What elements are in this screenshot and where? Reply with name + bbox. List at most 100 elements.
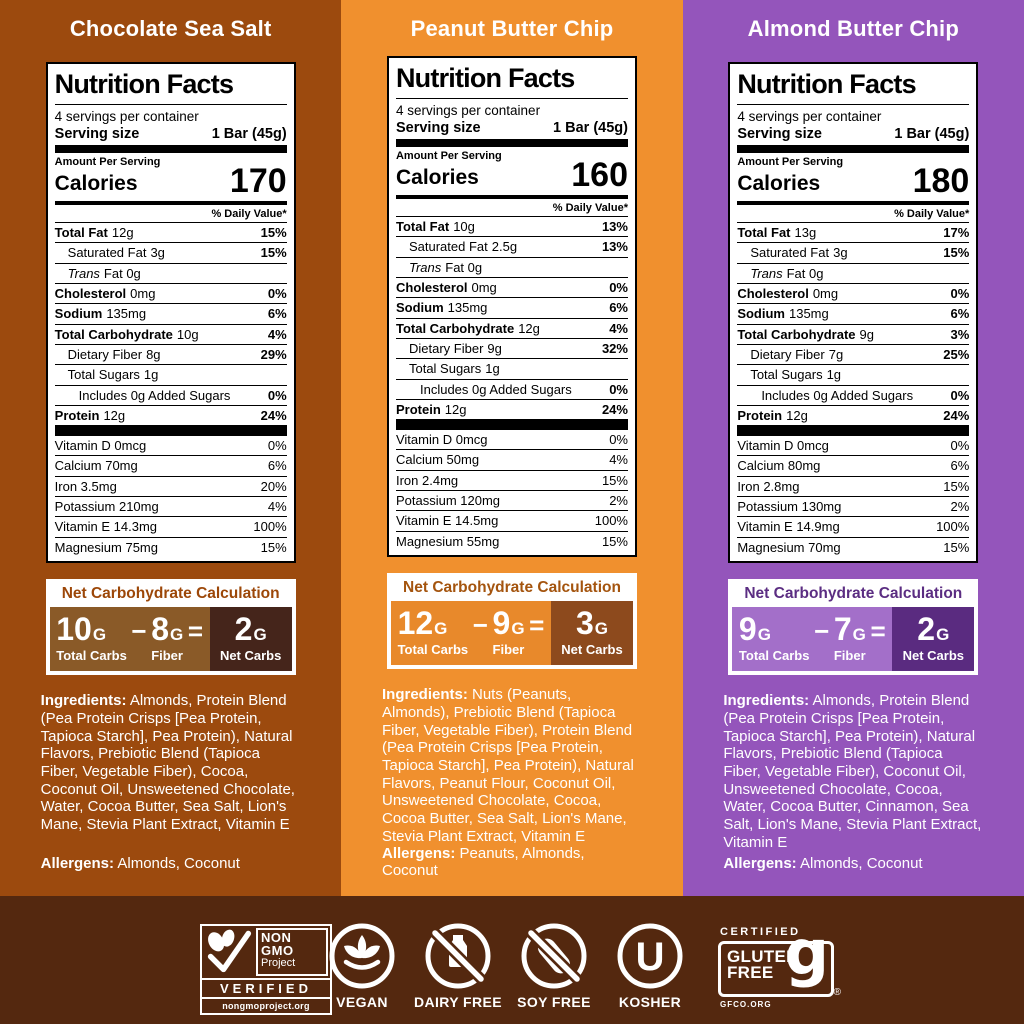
nutrient-row: Saturated Fat 2.5g 13% — [395, 236, 628, 256]
calories-row: Calories 180 — [737, 162, 970, 200]
vitamin-name: Potassium 210mg — [54, 499, 159, 515]
nutrient-daily-value: 29% — [260, 346, 287, 362]
vitamin-row: Potassium 120mg 2% — [395, 490, 628, 510]
vitamin-name: Vitamin E 14.5mg — [395, 513, 499, 529]
nutrient-row: Total Sugars 1g — [737, 364, 970, 384]
nutrient-name: Trans — [750, 265, 783, 281]
calories-value: 180 — [912, 162, 970, 200]
net-carbs-value: 2 — [234, 611, 253, 648]
nutrient-daily-value: 15% — [260, 224, 287, 240]
nutrient-name: Total Fat — [54, 224, 108, 240]
serving-size-row: Serving size 1 Bar (45g) — [396, 119, 628, 139]
nutrient-daily-value: 13% — [601, 239, 628, 255]
nutrient-row: Total Carbohydrate 12g 4% — [395, 317, 628, 338]
nutrient-name: Total Carbohydrate — [54, 326, 173, 342]
vitamin-name: Vitamin E 14.9mg — [737, 519, 840, 535]
vitamin-row: Magnesium 55mg 15% — [395, 530, 628, 551]
nutrient-name: Sodium — [395, 300, 444, 316]
nutrient-name: Total Fat — [395, 218, 450, 234]
nutrient-row: Protein 12g 24% — [395, 398, 628, 419]
vitamin-daily-value: 6% — [267, 458, 287, 474]
flavor-panel: Peanut Butter Chip Nutrition Facts 4 ser… — [341, 0, 683, 896]
net-carb-module: Net Carbohydrate Calculation 10 G Total C… — [45, 579, 296, 676]
nutrient-daily-value: 17% — [943, 224, 970, 240]
flavor-panel: Chocolate Sea Salt Nutrition Facts 4 ser… — [0, 0, 342, 896]
nutrient-name: Dietary Fiber — [67, 346, 143, 362]
nutrient-name: Trans — [408, 259, 442, 275]
nutrient-name: Saturated Fat — [408, 239, 488, 255]
nutrient-amount: 7g — [828, 346, 844, 362]
serving-size-row: Serving size 1 Bar (45g) — [737, 125, 969, 145]
nutrient-daily-value: 25% — [943, 346, 970, 362]
daily-value-header: % Daily Value* — [552, 201, 628, 214]
nutrient-amount: 135mg — [788, 306, 829, 322]
nutrient-name: Cholesterol — [737, 285, 809, 301]
vitamin-daily-value: 6% — [950, 458, 970, 474]
nutrient-name: Total Sugars — [750, 367, 823, 383]
vitamin-row: Iron 2.4mg 15% — [395, 469, 628, 490]
total-carbs-label: Total Carbs — [56, 648, 127, 664]
calories-row: Calories 160 — [396, 156, 628, 194]
nutrient-name: Saturated Fat — [750, 245, 830, 261]
nutrient-row: Trans Fat 0g — [737, 262, 970, 283]
vitamin-rows: Vitamin D 0mcg 0% Calcium 70mg 6% Iron 3… — [54, 435, 287, 557]
servings-per-container: 4 servings per container — [395, 103, 541, 118]
nutrient-amount: Fat 0g — [786, 265, 824, 281]
servings-per-container: 4 servings per container — [54, 109, 199, 124]
flavor-title: Peanut Butter Chip — [410, 16, 614, 41]
vitamin-row: Vitamin E 14.5mg 100% — [395, 510, 628, 530]
no-soy-pod-icon — [521, 923, 587, 989]
verified-label: VERIFIED — [202, 978, 330, 997]
vitamin-row: Iron 3.5mg 20% — [54, 475, 287, 496]
nutrient-amount: 1g — [826, 367, 842, 383]
vitamin-daily-value: 15% — [943, 539, 970, 555]
divider-thick — [737, 145, 970, 153]
nutrient-row: Total Carbohydrate 9g 3% — [737, 323, 970, 344]
nutrient-daily-value: 4% — [267, 326, 287, 342]
divider-thick — [395, 419, 628, 430]
butterfly-checkmark-icon — [207, 929, 252, 973]
vitamin-daily-value: 15% — [601, 472, 628, 488]
divider-thick — [395, 139, 628, 147]
kosher-u-icon: U — [617, 923, 683, 989]
certifications-bar: NON GMO Project VERIFIED nongmoproject.o… — [0, 896, 1024, 1024]
nutrient-daily-value: 0% — [609, 279, 628, 295]
minus-sign: − — [814, 616, 830, 647]
nutrition-facts-card: Nutrition Facts 4 servings per container… — [45, 62, 296, 564]
net-carb-header: Net Carbohydrate Calculation — [744, 585, 963, 603]
vitamin-name: Iron 3.5mg — [54, 478, 117, 494]
vitamin-daily-value: 2% — [950, 499, 970, 515]
nutrient-daily-value: 6% — [267, 306, 287, 322]
nutrient-amount: 12g — [111, 224, 134, 240]
nutrient-daily-value: 13% — [601, 218, 628, 234]
nutrient-rows: Total Fat 10g 13% Saturated Fat 2.5g 13% T… — [395, 215, 628, 419]
nutrient-amount: 3g — [833, 245, 848, 261]
divider-thick — [54, 145, 287, 153]
serving-size-label: Serving size — [737, 126, 822, 142]
vitamin-rows: Vitamin D 0mcg 0% Calcium 80mg 6% Iron 2… — [737, 435, 970, 557]
vitamin-daily-value: 0% — [267, 438, 287, 454]
vitamin-row: Vitamin D 0mcg 0% — [737, 435, 970, 455]
nutrient-amount: 1g — [485, 361, 500, 377]
non-gmo-wordmark: NON GMO Project — [256, 928, 328, 976]
vitamin-daily-value: 0% — [609, 432, 628, 448]
vitamin-row: Calcium 80mg 6% — [737, 455, 970, 475]
registered-mark: ® — [833, 987, 841, 998]
calories-value: 160 — [571, 156, 628, 194]
nutrient-amount: 135mg — [447, 300, 488, 316]
calories-label: Calories — [737, 171, 821, 195]
nutrient-amount: 9g — [487, 340, 502, 356]
fiber-value: 8 — [151, 611, 169, 648]
net-carbs-label: Net Carbs — [902, 648, 965, 664]
vitamin-row: Vitamin E 14.9mg 100% — [737, 516, 970, 536]
fiber-value: 9 — [492, 605, 511, 642]
net-carbs-label: Net Carbs — [561, 642, 623, 658]
nutrient-name: Total Sugars — [67, 367, 140, 383]
servings-per-container: 4 servings per container — [737, 109, 882, 124]
calories-row: Calories 170 — [55, 164, 287, 199]
